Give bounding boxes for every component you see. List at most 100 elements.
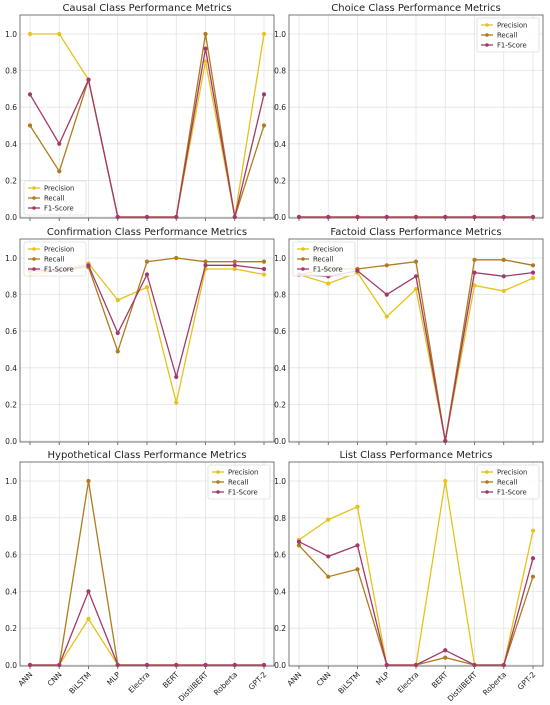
data-point-f1-score: [296, 214, 302, 220]
y-tick-label: 0.4: [5, 364, 17, 373]
y-tick-label: 0.6: [5, 551, 17, 560]
y-tick-label: 0.0: [5, 213, 17, 222]
y-tick-label: 1.0: [274, 254, 286, 263]
legend-label: F1-Score: [228, 489, 258, 497]
data-point-f1-score: [501, 662, 506, 668]
data-point-f1-score: [501, 274, 506, 279]
legend-marker-precision: [216, 470, 220, 474]
y-tick-label: 1.0: [5, 30, 17, 39]
chart-panel-1: 0.0 0.2 0.4 0.6 0.8 1.0 Causal Class Performan…: [5, 3, 275, 222]
data-point-recall: [501, 257, 506, 262]
y-tick-label: 0.0: [274, 661, 286, 670]
data-point-recall: [413, 259, 419, 264]
data-point-f1-score: [115, 662, 120, 668]
y-tick-label: 0.2: [5, 400, 17, 409]
data-point-precision: [472, 283, 477, 288]
data-point-f1-score: [326, 214, 331, 220]
data-point-f1-score: [530, 556, 536, 561]
legend-marker-f1-score: [32, 206, 36, 210]
legend-marker-recall: [216, 480, 220, 484]
legend-box: [476, 464, 540, 500]
chart-title: Causal Class Performance Metrics: [62, 3, 231, 14]
x-tick-label: Electra: [396, 670, 421, 695]
data-point-f1-score: [232, 263, 237, 268]
legend-label: Precision: [497, 469, 527, 477]
data-point-precision: [144, 285, 150, 290]
y-tick-label: 1.0: [274, 30, 286, 39]
x-tick-label: BiLSTM: [336, 670, 362, 696]
data-point-f1-score: [203, 662, 208, 668]
legend-marker-recall: [32, 257, 36, 261]
legend-box: [23, 241, 87, 277]
data-point-f1-score: [443, 438, 448, 444]
y-tick-label: 1.0: [5, 254, 17, 263]
data-point-f1-score: [413, 274, 419, 279]
x-tick-label: DistilBERT: [177, 670, 211, 701]
data-point-precision: [203, 59, 208, 64]
plot-frame: [19, 238, 275, 443]
data-point-f1-score: [86, 77, 91, 82]
chart-title: List Class Performance Metrics: [340, 450, 493, 461]
chart-panel-2: 0.0 0.2 0.4 0.6 0.8 1.0 Choice Class Performan…: [274, 3, 544, 222]
data-point-precision: [384, 314, 389, 319]
y-tick-label: 0.8: [5, 291, 17, 300]
data-point-precision: [326, 281, 331, 286]
data-point-f1-score: [355, 543, 360, 548]
y-tick-label: 0.0: [274, 437, 286, 446]
data-point-precision: [355, 504, 360, 509]
data-point-recall: [203, 259, 208, 264]
legend: Precision Recall F1-Score: [476, 464, 540, 500]
x-tick-label: GPT-2: [516, 670, 538, 692]
data-point-f1-score: [384, 214, 389, 220]
data-point-recall: [530, 574, 536, 579]
data-point-f1-score: [57, 141, 62, 146]
y-tick-label: 0.2: [274, 624, 286, 633]
data-point-f1-score: [27, 662, 33, 668]
x-tick-label: MLP: [105, 670, 122, 687]
legend-label: Precision: [228, 469, 258, 477]
x-tick-label: BiLSTM: [67, 670, 93, 696]
data-point-f1-score: [144, 272, 150, 277]
data-point-precision: [115, 297, 120, 303]
data-point-recall: [27, 123, 33, 128]
legend-label: Recall: [497, 32, 517, 40]
chart-title: Hypothetical Class Performance Metrics: [48, 450, 247, 461]
legend-marker-f1-score: [301, 267, 305, 271]
legend-marker-f1-score: [485, 490, 489, 494]
legend-label: Recall: [228, 479, 248, 487]
chart-panel-5: 0.0 0.2 0.4 0.6 0.8 1.0 ANN CNN BiLSTM MLP Electra…: [5, 450, 275, 703]
legend-marker-precision: [485, 23, 489, 27]
y-tick-label: 0.6: [5, 327, 17, 336]
chart-panel-6: 0.0 0.2 0.4 0.6 0.8 1.0 ANN CNN BiLSTM MLP Electra…: [274, 450, 544, 703]
data-point-f1-score: [27, 92, 33, 97]
y-tick-label: 0.2: [274, 176, 286, 185]
data-point-precision: [530, 528, 536, 533]
data-point-precision: [27, 31, 33, 37]
data-point-f1-score: [144, 214, 150, 220]
data-point-f1-score: [530, 214, 536, 220]
data-point-f1-score: [115, 214, 120, 220]
data-point-precision: [443, 478, 448, 484]
legend-box: [207, 464, 271, 500]
data-point-f1-score: [296, 539, 302, 544]
data-point-f1-score: [174, 214, 179, 220]
y-tick-label: 0.8: [274, 514, 286, 523]
data-point-recall: [296, 543, 302, 548]
data-point-f1-score: [472, 214, 477, 220]
legend: Precision Recall F1-Score: [23, 180, 87, 216]
x-tick-label: BERT: [430, 670, 450, 690]
y-tick-label: 0.6: [5, 103, 17, 112]
x-tick-label: ANN: [285, 670, 303, 688]
data-point-recall: [261, 259, 267, 264]
data-point-recall: [115, 349, 120, 354]
data-point-recall: [326, 574, 331, 579]
legend-label: F1-Score: [44, 266, 74, 274]
data-point-precision: [501, 288, 506, 294]
data-point-f1-score: [86, 589, 91, 594]
data-point-f1-score: [472, 270, 477, 275]
x-tick-label: GPT-2: [247, 670, 269, 692]
y-tick-label: 0.2: [5, 624, 17, 633]
x-tick-label: ANN: [16, 670, 34, 688]
data-point-f1-score: [261, 662, 267, 668]
